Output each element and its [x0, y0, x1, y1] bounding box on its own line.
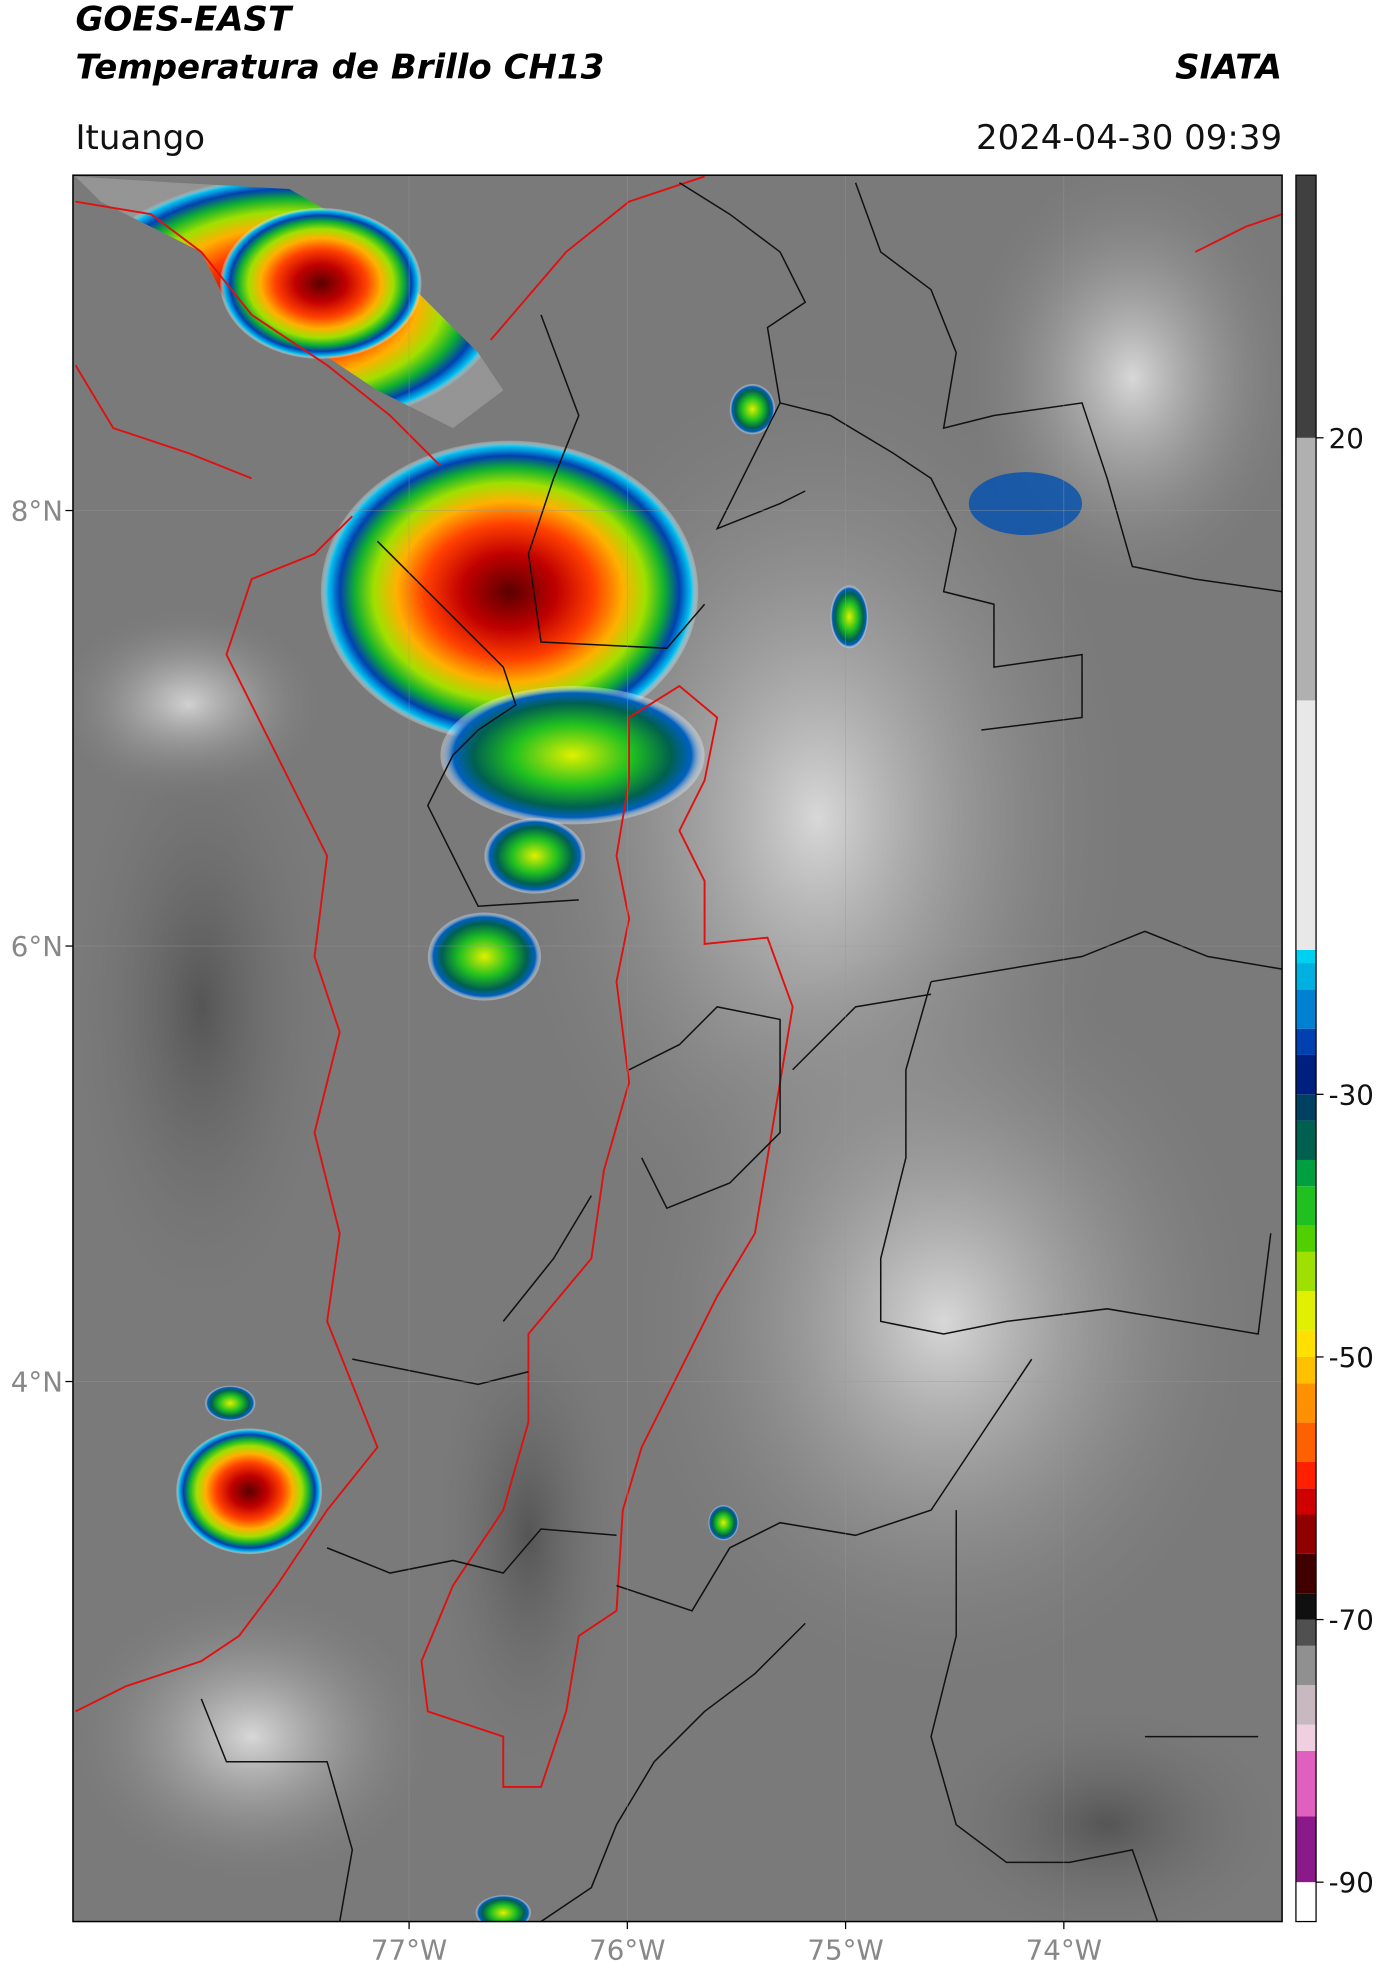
storm-cell	[484, 818, 586, 894]
colorbar-band	[1295, 1619, 1317, 1646]
colorbar-band	[1295, 1028, 1317, 1055]
storm-cell	[440, 686, 705, 825]
colorbar-band	[1295, 1514, 1317, 1554]
x-tick-label: 77°W	[371, 1933, 447, 1966]
colorbar-band	[1295, 1186, 1317, 1226]
storm-cell	[830, 585, 869, 649]
timestamp: 2024-04-30 09:39	[976, 118, 1282, 158]
x-tick-label: 76°W	[589, 1933, 665, 1966]
storm-cell	[968, 472, 1083, 536]
valley	[427, 1283, 630, 1787]
colorbar-band	[1295, 1330, 1317, 1357]
ocean	[72, 679, 340, 1334]
storm-cell	[220, 207, 422, 359]
storm-cell	[729, 384, 776, 435]
colorbar-band	[1295, 437, 1317, 701]
valley	[918, 1698, 1283, 1922]
colorbar-band	[1295, 1422, 1317, 1462]
colorbar-tick-label: -30	[1329, 1078, 1374, 1111]
colorbar-band	[1295, 1120, 1317, 1160]
storm-cell	[475, 1895, 531, 1922]
colorbar-band	[1295, 1159, 1317, 1187]
satellite-title: GOES-EAST	[75, 0, 293, 40]
storm-cell	[708, 1505, 739, 1541]
colorbar-band	[1295, 175, 1317, 438]
colorbar-tick-label: -90	[1329, 1866, 1374, 1899]
y-tick-label: 4°N	[11, 1366, 63, 1399]
satellite-image	[72, 175, 1283, 1922]
gridlines	[72, 175, 1283, 1922]
cloud	[956, 175, 1283, 605]
colorbar-tick-label: -70	[1329, 1604, 1374, 1637]
colorbar-band	[1295, 1094, 1317, 1121]
x-tick-label: 74°W	[1026, 1933, 1102, 1966]
colorbar-band	[1295, 1882, 1317, 1922]
cloud	[616, 943, 1271, 1699]
colorbar-band	[1295, 1593, 1317, 1620]
x-tick-label: 75°W	[807, 1933, 883, 1966]
colorbar-tick-label: -50	[1329, 1341, 1374, 1374]
black-borders	[200, 182, 1283, 1922]
colorbar-band	[1295, 1291, 1317, 1331]
colorbar-band	[1295, 1685, 1317, 1725]
colorbar-tick-label: 20	[1329, 422, 1364, 455]
colorbar-band	[1295, 1724, 1317, 1751]
axis-ticks: 77°W 76°W 75°W 74°W 8°N 6°N 4°N	[11, 495, 1102, 1967]
colorbar-band	[1295, 1488, 1317, 1515]
colorbar-band	[1295, 963, 1317, 990]
product-title: Temperatura de Brillo CH13	[75, 47, 604, 87]
colorbar-band	[1295, 1461, 1317, 1489]
storm-cell	[427, 912, 542, 1001]
storm-cell	[205, 1385, 256, 1421]
colorbar-band	[1295, 1645, 1317, 1686]
colorbar-band	[1295, 989, 1317, 1029]
colorbar-frame	[1295, 174, 1317, 1923]
cloud	[72, 1585, 441, 1888]
colorbar: 20 -30 -50 -70 -90	[1295, 174, 1374, 1923]
colorbar-band	[1295, 1054, 1317, 1095]
colorbar-band	[1295, 949, 1317, 964]
colorbar-band	[1295, 1251, 1317, 1292]
colorbar-band	[1295, 1750, 1317, 1817]
map-frame	[72, 174, 1283, 1923]
colorbar-band	[1295, 1816, 1317, 1883]
y-tick-label: 6°N	[11, 930, 63, 963]
colorbar-band	[1295, 1356, 1317, 1384]
colorbar-band	[1295, 1383, 1317, 1423]
agency: SIATA	[1175, 47, 1282, 87]
colorbar-band	[1295, 1553, 1317, 1594]
red-borders	[74, 175, 1283, 1788]
storm-cell	[320, 440, 699, 743]
colorbar-band	[1295, 1225, 1317, 1252]
region: Ituango	[75, 118, 205, 158]
colorbar-band	[1295, 700, 1317, 950]
storm-cell	[176, 1428, 323, 1555]
y-tick-label: 8°N	[11, 495, 63, 528]
